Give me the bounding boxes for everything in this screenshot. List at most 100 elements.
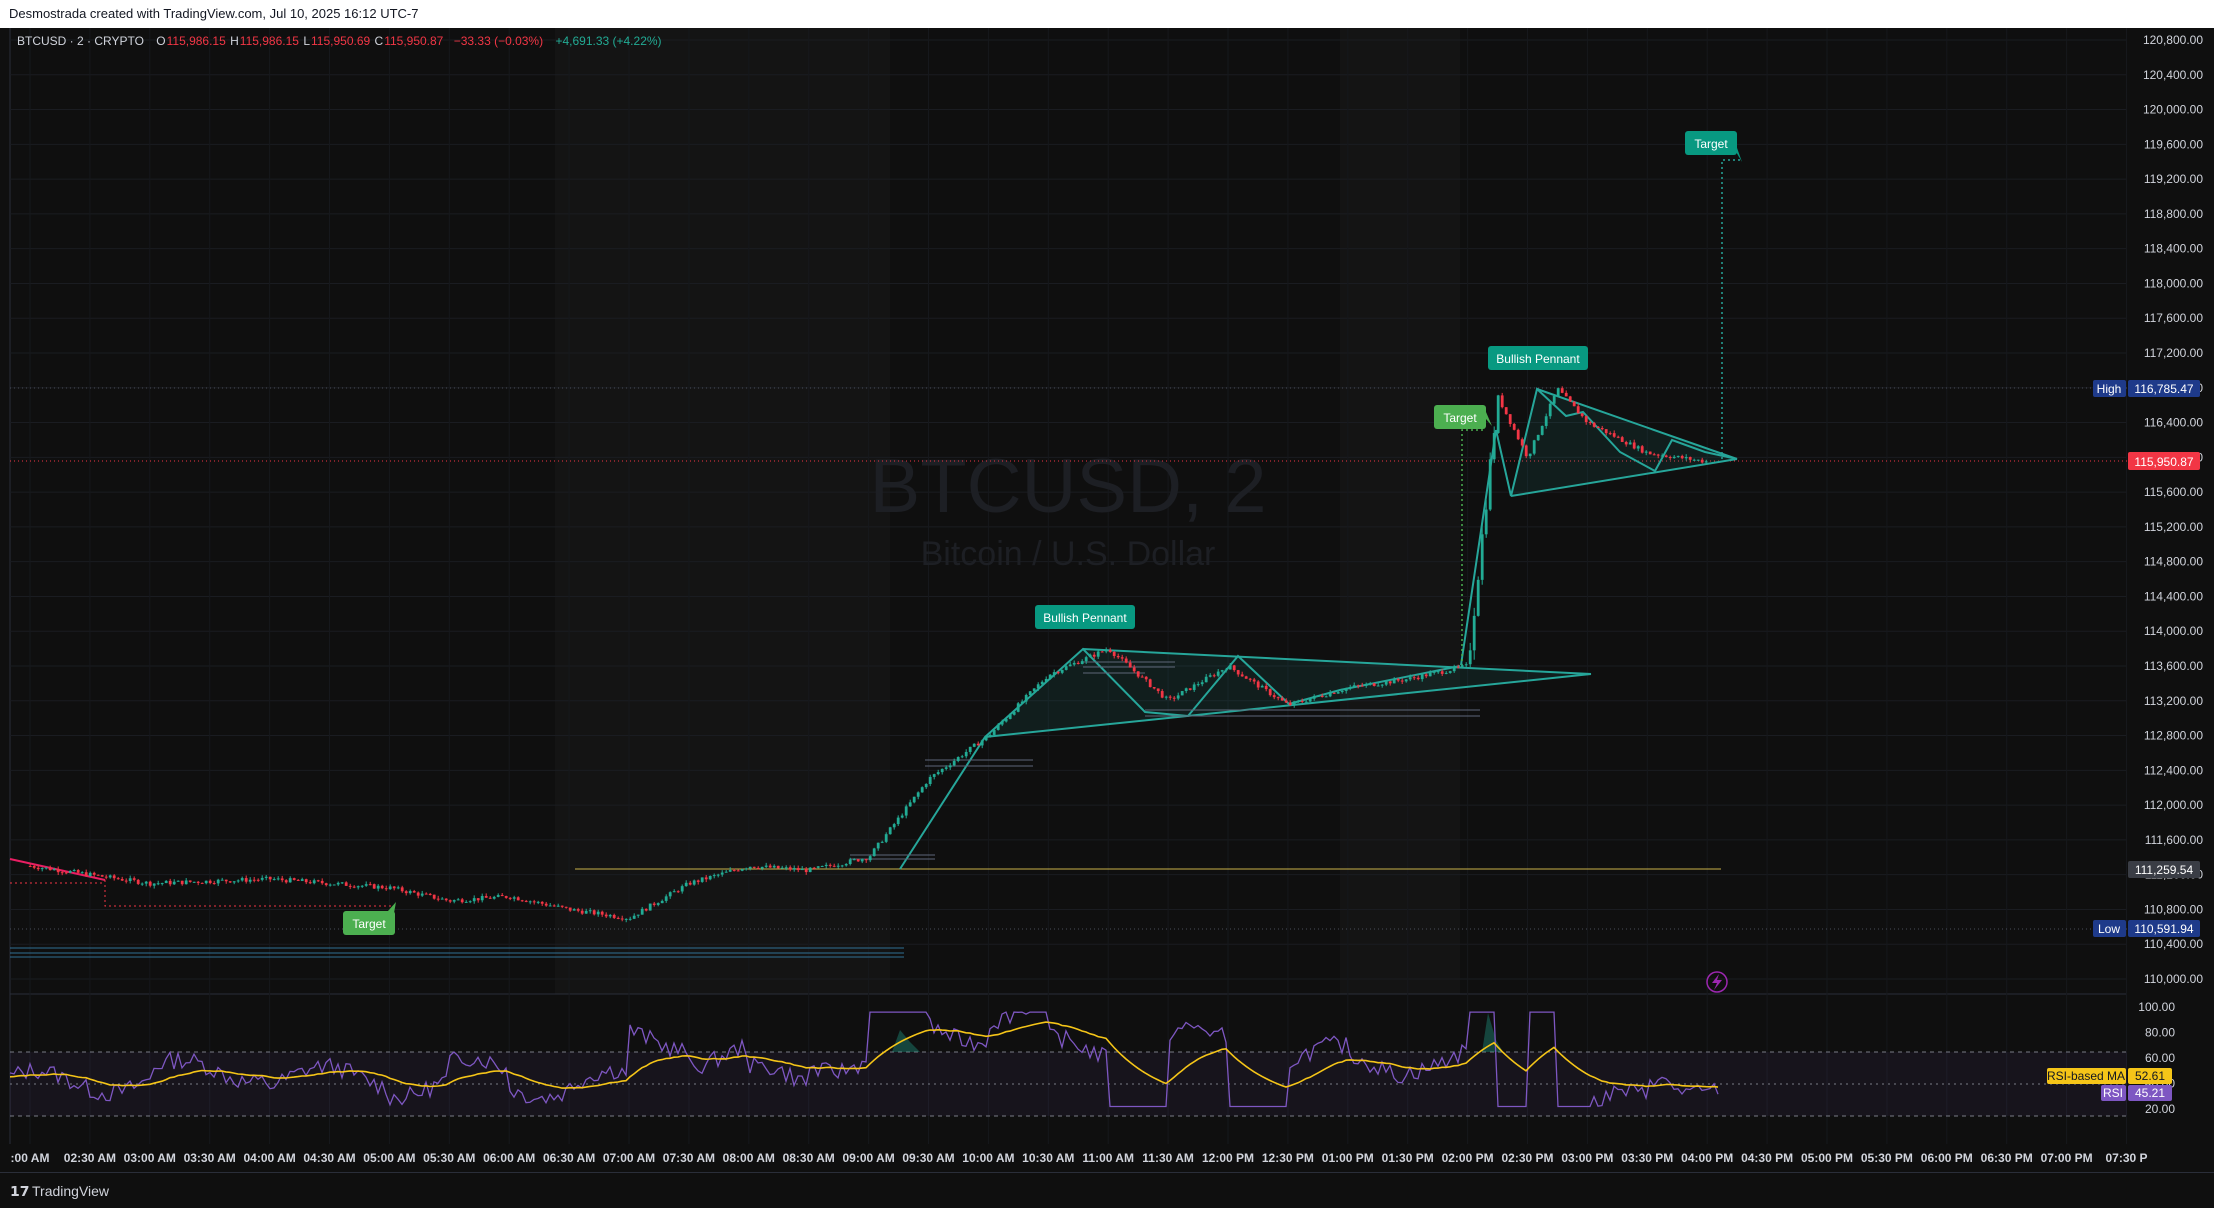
candle-body[interactable] (1488, 459, 1492, 510)
candle-body[interactable] (688, 882, 692, 885)
candle-body[interactable] (1048, 674, 1052, 679)
candle-body[interactable] (1700, 459, 1704, 463)
candle-body[interactable] (412, 891, 416, 893)
candle-body[interactable] (1016, 703, 1020, 712)
candle-body[interactable] (136, 879, 140, 884)
candle-body[interactable] (1156, 688, 1160, 692)
candle-body[interactable] (324, 883, 328, 886)
candle-body[interactable] (728, 870, 732, 872)
candle-body[interactable] (1240, 674, 1244, 677)
candle-body[interactable] (180, 880, 184, 885)
candle-body[interactable] (140, 883, 144, 885)
candle-body[interactable] (888, 827, 892, 835)
candle-body[interactable] (32, 866, 36, 868)
candle-body[interactable] (1696, 459, 1700, 461)
candle-body[interactable] (212, 883, 216, 885)
candle-body[interactable] (1440, 671, 1444, 674)
candle-body[interactable] (780, 867, 784, 869)
candle-body[interactable] (1344, 688, 1348, 691)
candle-body[interactable] (1252, 679, 1256, 682)
candle-body[interactable] (520, 900, 524, 902)
candle-body[interactable] (1000, 721, 1004, 725)
candle-body[interactable] (1044, 678, 1048, 682)
candle-body[interactable] (456, 899, 460, 901)
candle-body[interactable] (1632, 442, 1636, 449)
candle-body[interactable] (624, 918, 628, 920)
candle-body[interactable] (1192, 684, 1196, 690)
candle-body[interactable] (1232, 665, 1236, 671)
candle-body[interactable] (112, 875, 116, 879)
candle-body[interactable] (1248, 678, 1252, 680)
candle-body[interactable] (732, 870, 736, 872)
candle-body[interactable] (1060, 669, 1064, 673)
candle-body[interactable] (988, 734, 992, 737)
candle-body[interactable] (1536, 434, 1540, 441)
candle-body[interactable] (1304, 701, 1308, 703)
candle-body[interactable] (148, 881, 152, 886)
candle-body[interactable] (348, 885, 352, 887)
candle-body[interactable] (492, 896, 496, 899)
candle-body[interactable] (1456, 666, 1460, 668)
candle-body[interactable] (500, 895, 504, 897)
candle-body[interactable] (1596, 426, 1600, 428)
candle-body[interactable] (1064, 666, 1068, 670)
candle-body[interactable] (1228, 665, 1232, 670)
candle-body[interactable] (608, 914, 612, 917)
candle-body[interactable] (848, 859, 852, 865)
candle-body[interactable] (332, 884, 336, 886)
candle-body[interactable] (356, 886, 360, 888)
candle-body[interactable] (1308, 698, 1312, 702)
candle-body[interactable] (600, 911, 604, 915)
candle-body[interactable] (1112, 651, 1116, 656)
candle-body[interactable] (164, 880, 168, 884)
candle-body[interactable] (748, 866, 752, 869)
tradingview-logo-icon[interactable]: 𝟭𝟳 (10, 1183, 30, 1199)
candle-body[interactable] (1648, 451, 1652, 455)
candle-body[interactable] (108, 875, 112, 878)
candle-body[interactable] (488, 897, 492, 899)
candle-body[interactable] (1692, 459, 1696, 461)
candle-body[interactable] (952, 760, 956, 766)
candle-body[interactable] (880, 841, 884, 843)
candle-body[interactable] (1208, 675, 1212, 677)
candle-body[interactable] (640, 908, 644, 915)
candle-body[interactable] (1532, 440, 1536, 454)
candle-body[interactable] (468, 901, 472, 903)
candle-body[interactable] (1552, 396, 1556, 404)
candle-body[interactable] (1408, 677, 1412, 680)
candle-body[interactable] (1380, 684, 1384, 686)
candle-body[interactable] (716, 874, 720, 876)
candle-body[interactable] (132, 878, 136, 880)
candle-body[interactable] (1264, 685, 1268, 690)
candle-body[interactable] (548, 905, 552, 907)
candle-body[interactable] (820, 865, 824, 867)
candle-body[interactable] (1008, 714, 1012, 719)
candle-body[interactable] (776, 865, 780, 869)
target-label[interactable]: Target (343, 902, 396, 935)
lightning-icon[interactable] (1706, 971, 1728, 993)
candle-body[interactable] (1372, 683, 1376, 686)
candle-body[interactable] (392, 886, 396, 889)
candle-body[interactable] (972, 743, 976, 747)
candle-body[interactable] (196, 881, 200, 883)
candle-body[interactable] (200, 882, 204, 884)
candle-body[interactable] (416, 892, 420, 896)
candle-body[interactable] (464, 901, 468, 903)
candle-body[interactable] (384, 888, 388, 890)
candle-body[interactable] (64, 872, 68, 874)
candle-body[interactable] (632, 915, 636, 919)
candle-body[interactable] (240, 878, 244, 881)
candle-body[interactable] (1096, 651, 1100, 657)
candle-body[interactable] (868, 856, 872, 861)
candle-body[interactable] (552, 905, 556, 907)
candle-body[interactable] (580, 910, 584, 914)
candle-body[interactable] (88, 872, 92, 877)
candle-body[interactable] (1624, 441, 1628, 445)
candle-body[interactable] (1504, 407, 1508, 415)
candle-body[interactable] (1544, 416, 1548, 426)
candle-body[interactable] (936, 772, 940, 775)
candle-body[interactable] (1584, 416, 1588, 423)
candle-body[interactable] (1468, 650, 1472, 665)
candle-body[interactable] (1404, 679, 1408, 682)
candle-body[interactable] (724, 871, 728, 873)
